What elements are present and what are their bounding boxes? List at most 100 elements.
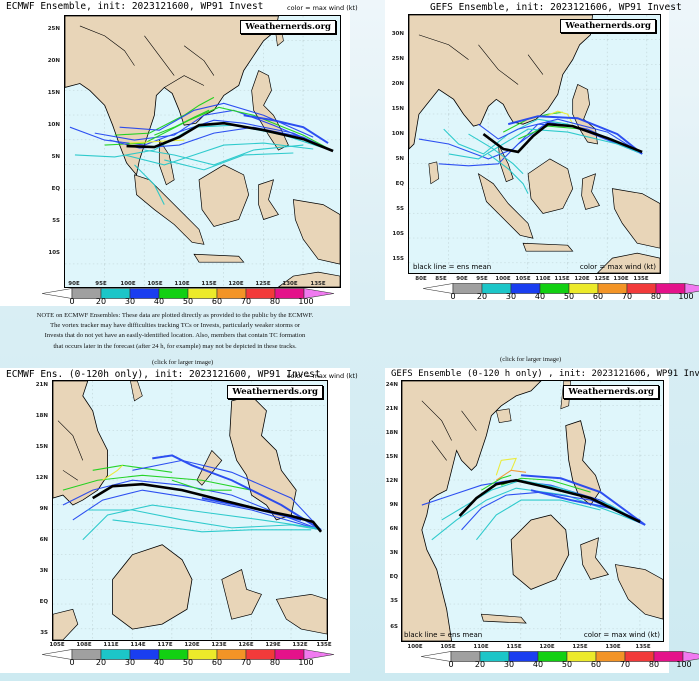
- lat-label: 12N: [35, 475, 48, 481]
- lat-label: 18N: [35, 413, 48, 419]
- ecmwf-ensemble-panel[interactable]: ECMWF Ensemble, init: 2023121600, WP91 I…: [0, 0, 358, 306]
- mean-legend-label: black line = ens mean: [413, 263, 492, 271]
- lon-label: 115E: [506, 644, 522, 650]
- colorbar-label: 0: [69, 658, 75, 667]
- lon-label: 130E: [613, 276, 629, 282]
- lat-label: 21N: [385, 406, 398, 412]
- lat-label: 30N: [391, 31, 404, 37]
- lon-label: 135E: [633, 276, 649, 282]
- lat-label: 25N: [47, 26, 60, 32]
- track-map[interactable]: Weathernerds.org black line = ens mean c…: [401, 380, 664, 642]
- lat-label: 6N: [389, 526, 398, 532]
- track-map[interactable]: Weathernerds.org: [64, 15, 341, 288]
- track-map[interactable]: Weathernerds.org black line = ens mean c…: [408, 14, 661, 274]
- lat-label: EQ: [395, 181, 404, 187]
- gefs-ensemble-panel[interactable]: GEFS Ensemble, init: 2023121606, WP91 In…: [385, 0, 699, 301]
- color-legend-label: color = max wind (kt): [287, 372, 358, 380]
- note-line: The vortex tracker may have difficulties…: [50, 322, 300, 330]
- lon-label: 90E: [456, 276, 468, 282]
- lat-label: EQ: [51, 186, 60, 192]
- lat-label: 5S: [396, 206, 404, 212]
- colorbar-label: 40: [534, 292, 546, 301]
- click-for-larger-link[interactable]: (click for larger image): [500, 356, 562, 363]
- lat-label: 15S: [392, 256, 404, 262]
- colorbar-label: 30: [124, 297, 136, 306]
- track-map[interactable]: Weathernerds.org: [52, 380, 328, 641]
- colorbar-label: 50: [563, 292, 575, 301]
- colorbar-label: 40: [153, 297, 165, 306]
- ecmwf-120h-panel[interactable]: ECMWF Ens. (0-120h only), init: 20231216…: [0, 368, 358, 673]
- lon-label: 130E: [282, 281, 298, 287]
- panel-title: ECMWF Ensemble, init: 2023121600, WP91 I…: [6, 1, 264, 12]
- ecmwf-note: NOTE on ECMWF Ensembles: These data are …: [0, 311, 350, 352]
- colorbar-graphic: [42, 288, 335, 299]
- lat-label: 15N: [35, 444, 48, 450]
- colorbar-label: 20: [95, 658, 107, 667]
- colorbar-label: 100: [298, 297, 314, 306]
- gefs-120h-panel[interactable]: GEFS Ensemble (0-120 h only) , init: 202…: [385, 368, 699, 673]
- wind-colorbar: [42, 649, 338, 660]
- lat-label: 6S: [390, 624, 398, 630]
- track-map-graphic: [65, 16, 340, 287]
- colorbar-label: 50: [182, 658, 194, 667]
- note-line: NOTE on ECMWF Ensembles: These data are …: [36, 312, 314, 319]
- lon-label: 135E: [635, 644, 651, 650]
- weathernerds-watermark: Weathernerds.org: [227, 385, 323, 399]
- wind-colorbar: [421, 651, 699, 662]
- colorbar-label: 30: [505, 292, 517, 301]
- lon-label: 132E: [292, 642, 308, 648]
- click-for-larger-link[interactable]: (click for larger image): [152, 359, 214, 366]
- lon-label: 114E: [130, 642, 146, 648]
- weathernerds-watermark: Weathernerds.org: [563, 385, 659, 399]
- lat-label: 25N: [391, 56, 404, 62]
- lat-label: 9N: [389, 502, 398, 508]
- lon-label: 125E: [594, 276, 610, 282]
- colorbar-label: 30: [503, 660, 515, 669]
- lat-label: 10N: [391, 131, 404, 137]
- lon-label: 105E: [515, 276, 531, 282]
- lon-label: 110E: [535, 276, 551, 282]
- lon-label: 108E: [76, 642, 92, 648]
- lat-label: 3N: [39, 568, 48, 574]
- color-legend-label: color = max wind (kt): [583, 631, 660, 639]
- lon-label: 125E: [572, 644, 588, 650]
- note-line: Invests that do not yet have an easily-i…: [44, 332, 306, 340]
- lon-label: 100E: [495, 276, 511, 282]
- colorbar-label: 70: [619, 660, 631, 669]
- colorbar-label: 50: [561, 660, 573, 669]
- lat-label: EQ: [39, 599, 48, 605]
- lon-label: 95E: [476, 276, 488, 282]
- lat-label: 5N: [395, 156, 404, 162]
- lon-label: 95E: [95, 281, 107, 287]
- lat-label: 9N: [39, 506, 48, 512]
- lat-label: 15N: [385, 454, 398, 460]
- colorbar-label: 20: [95, 297, 107, 306]
- lon-label: 117E: [157, 642, 173, 648]
- colorbar-label: 40: [532, 660, 544, 669]
- lat-label: 18N: [385, 430, 398, 436]
- panel-title: GEFS Ensemble (0-120 h only) , init: 202…: [391, 369, 699, 379]
- colorbar-label: 60: [592, 292, 604, 301]
- lat-label: 10N: [47, 122, 60, 128]
- lon-label: 120E: [574, 276, 590, 282]
- track-map-graphic: [53, 381, 327, 640]
- colorbar-label: 80: [648, 660, 660, 669]
- colorbar-label: 40: [153, 658, 165, 667]
- lat-label: EQ: [389, 574, 398, 580]
- track-map-graphic: [409, 15, 660, 273]
- weathernerds-watermark: Weathernerds.org: [560, 19, 656, 33]
- track-map-graphic: [402, 381, 663, 641]
- lon-label: 90E: [68, 281, 80, 287]
- lon-label: 120E: [228, 281, 244, 287]
- lon-label: 126E: [238, 642, 254, 648]
- colorbar-graphic: [421, 651, 699, 662]
- lon-label: 80E: [415, 276, 427, 282]
- colorbar-label: 70: [240, 658, 252, 667]
- lat-label: 10S: [48, 250, 60, 256]
- lon-label: 130E: [605, 644, 621, 650]
- colorbar-label: 80: [269, 297, 281, 306]
- lat-label: 21N: [35, 382, 48, 388]
- colorbar-label: 0: [448, 660, 454, 669]
- lon-label: 100E: [407, 644, 423, 650]
- colorbar-label: 60: [211, 658, 223, 667]
